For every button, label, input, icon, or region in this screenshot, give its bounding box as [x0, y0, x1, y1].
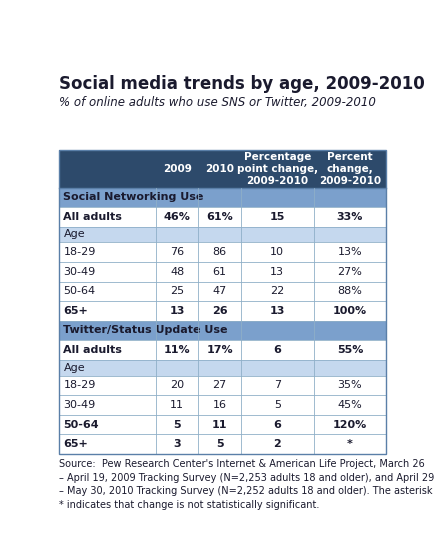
Text: 48: 48 [170, 267, 184, 277]
Bar [59, 150, 385, 188]
Text: 26: 26 [211, 306, 227, 316]
Bar [59, 376, 385, 395]
Text: 50-64: 50-64 [63, 420, 99, 430]
Bar [59, 188, 385, 207]
Text: 2010: 2010 [205, 164, 233, 174]
Text: All adults: All adults [63, 345, 122, 355]
Text: 16: 16 [212, 400, 226, 410]
Text: 47: 47 [212, 286, 226, 296]
Text: 76: 76 [170, 247, 184, 257]
Text: Age: Age [63, 363, 85, 372]
Text: 50-64: 50-64 [63, 286, 95, 296]
Text: Percent
change,
2009-2010: Percent change, 2009-2010 [318, 152, 380, 186]
Text: 2009: 2009 [162, 164, 191, 174]
Text: 27: 27 [212, 380, 226, 390]
Text: 10: 10 [270, 247, 283, 257]
Bar [59, 262, 385, 282]
Text: 100%: 100% [332, 306, 366, 316]
Text: Social media trends by age, 2009-2010: Social media trends by age, 2009-2010 [59, 75, 424, 93]
Text: 18-29: 18-29 [63, 247, 95, 257]
Text: 86: 86 [212, 247, 226, 257]
Text: 11: 11 [211, 420, 227, 430]
Text: Percentage
point change,
2009-2010: Percentage point change, 2009-2010 [236, 152, 317, 186]
Bar [59, 227, 385, 242]
Text: 27%: 27% [337, 267, 362, 277]
Text: 35%: 35% [337, 380, 362, 390]
Text: 65+: 65+ [63, 306, 88, 316]
Text: 5: 5 [173, 420, 181, 430]
Text: 13: 13 [270, 267, 283, 277]
Bar [59, 242, 385, 262]
Bar [59, 282, 385, 301]
Text: 45%: 45% [337, 400, 362, 410]
Text: 30-49: 30-49 [63, 400, 95, 410]
Bar [59, 321, 385, 340]
Text: 2: 2 [273, 439, 280, 449]
Text: % of online adults who use SNS or Twitter, 2009-2010: % of online adults who use SNS or Twitte… [59, 96, 375, 109]
Bar [59, 415, 385, 434]
Text: 17%: 17% [206, 345, 233, 355]
Text: 30-49: 30-49 [63, 267, 95, 277]
Bar [59, 395, 385, 415]
Text: 18-29: 18-29 [63, 380, 95, 390]
Text: 11: 11 [170, 400, 184, 410]
Text: *: * [346, 439, 352, 449]
Text: 120%: 120% [332, 420, 366, 430]
Bar [59, 207, 385, 227]
Bar [59, 301, 385, 321]
Text: 5: 5 [273, 400, 280, 410]
Text: 13%: 13% [337, 247, 362, 257]
Text: Age: Age [63, 229, 85, 240]
Text: 33%: 33% [336, 212, 362, 222]
Text: 61%: 61% [206, 212, 233, 222]
Text: 88%: 88% [337, 286, 362, 296]
Text: 65+: 65+ [63, 439, 88, 449]
Text: 11%: 11% [164, 345, 190, 355]
Bar [59, 434, 385, 454]
Text: 5: 5 [215, 439, 223, 449]
Text: 22: 22 [270, 286, 284, 296]
Text: 13: 13 [269, 306, 284, 316]
Text: Twitter/Status Update Use: Twitter/Status Update Use [63, 325, 227, 335]
Text: 3: 3 [173, 439, 181, 449]
Text: 55%: 55% [336, 345, 362, 355]
Text: 15: 15 [269, 212, 284, 222]
Text: 46%: 46% [163, 212, 190, 222]
Text: 61: 61 [212, 267, 226, 277]
Bar [59, 150, 385, 454]
Text: 6: 6 [273, 345, 280, 355]
Text: 7: 7 [273, 380, 280, 390]
Text: Source:  Pew Research Center's Internet & American Life Project, March 26
– Apri: Source: Pew Research Center's Internet &… [59, 459, 434, 510]
Text: 6: 6 [273, 420, 280, 430]
Text: Social Networking Use: Social Networking Use [63, 192, 204, 202]
Bar [59, 340, 385, 360]
Text: 20: 20 [170, 380, 184, 390]
Bar [59, 360, 385, 376]
Text: All adults: All adults [63, 212, 122, 222]
Text: 13: 13 [169, 306, 184, 316]
Text: 25: 25 [170, 286, 184, 296]
